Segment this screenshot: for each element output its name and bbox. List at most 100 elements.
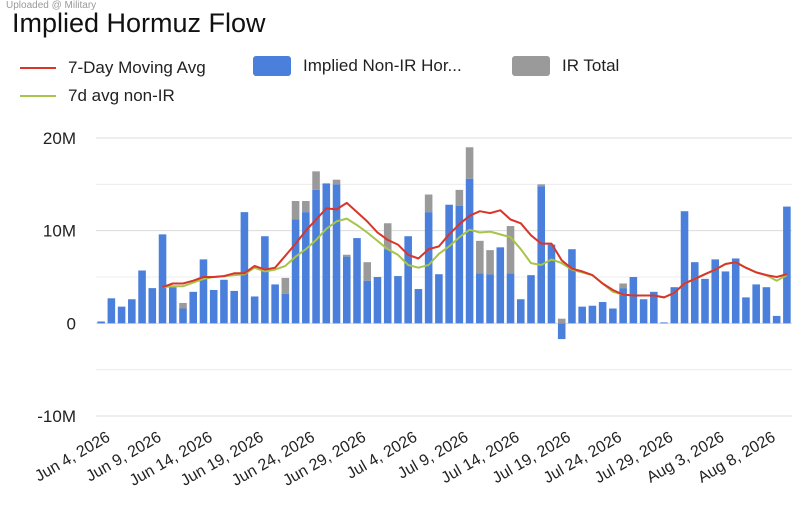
bar-ir-total	[557, 318, 566, 324]
bar-non-ir	[578, 306, 586, 324]
bar-non-ir	[465, 178, 474, 324]
bar-non-ir	[670, 287, 679, 324]
bar-ir-total	[537, 184, 546, 187]
y-tick-label: 10M	[43, 222, 76, 241]
bar-non-ir	[312, 189, 320, 324]
bar-non-ir	[742, 297, 750, 324]
bar-ir-total	[424, 194, 433, 213]
legend-item-moving-avg[interactable]: 7-Day Moving Avg	[20, 58, 206, 78]
bar-non-ir	[547, 244, 556, 324]
bar-ir-total	[506, 226, 515, 274]
bar-non-ir	[557, 323, 566, 340]
bar-non-ir	[537, 186, 546, 324]
bar-non-ir	[271, 284, 279, 324]
bar-non-ir	[455, 205, 464, 324]
bar-non-ir	[660, 322, 668, 324]
bar-non-ir	[414, 289, 423, 324]
legend-swatch-avg-non-ir	[20, 95, 56, 97]
legend: 7-Day Moving Avg Implied Non-IR Hor... I…	[20, 56, 720, 118]
legend-label-avg-non-ir: 7d avg non-IR	[68, 86, 175, 105]
bar-ir-total	[312, 171, 320, 190]
bar-non-ir	[752, 284, 760, 324]
bar-non-ir	[158, 234, 167, 324]
bar-non-ir	[486, 274, 494, 324]
bar-non-ir	[496, 247, 505, 324]
bar-non-ir	[322, 183, 331, 324]
bar-non-ir	[342, 256, 351, 324]
bar-ir-total	[619, 283, 627, 289]
bar-non-ir	[261, 236, 269, 324]
bar-non-ir	[783, 206, 791, 324]
bar-non-ir	[506, 273, 515, 324]
bar-non-ir	[363, 280, 372, 324]
bar-non-ir	[527, 275, 535, 324]
bar-non-ir	[445, 204, 453, 324]
chart-title: Implied Hormuz Flow	[12, 8, 266, 38]
bar-non-ir	[598, 302, 607, 324]
line-7-day-moving-avg	[162, 201, 788, 299]
bar-non-ir	[609, 308, 617, 324]
bar-non-ir	[772, 315, 781, 324]
bar-non-ir	[281, 293, 290, 324]
bar-ir-total	[455, 189, 464, 206]
bar-non-ir	[240, 212, 249, 324]
bar-non-ir	[394, 276, 402, 324]
bar-non-ir	[650, 291, 658, 324]
bar-non-ir	[404, 236, 412, 324]
bar-non-ir	[189, 291, 198, 324]
bar-non-ir	[424, 212, 433, 324]
legend-label-ir-total: IR Total	[562, 56, 620, 75]
bar-non-ir	[762, 287, 771, 324]
y-tick-label: 20M	[43, 129, 76, 148]
bar-ir-total	[291, 201, 300, 220]
bar-non-ir	[629, 277, 638, 324]
bar-non-ir	[230, 290, 238, 324]
bar-non-ir	[588, 305, 597, 324]
bar-ir-total	[363, 262, 372, 281]
legend-item-non-ir[interactable]: Implied Non-IR Hor...	[253, 56, 462, 76]
bar-non-ir	[568, 249, 576, 324]
bar-non-ir	[731, 258, 740, 324]
bar-non-ir	[117, 306, 126, 324]
gridlines: 20M 10M 0 -10M	[37, 129, 792, 426]
bar-non-ir	[332, 184, 341, 324]
legend-swatch-ir-total	[512, 56, 550, 76]
bar-non-ir	[711, 259, 720, 324]
bar-non-ir	[383, 249, 392, 324]
legend-swatch-moving-avg	[20, 67, 56, 69]
bar-non-ir	[138, 270, 146, 324]
bar-non-ir	[721, 271, 730, 324]
bar-non-ir	[353, 238, 361, 324]
bar-ir-total	[342, 254, 351, 257]
watermark: Uploaded @ Military	[6, 0, 97, 11]
bar-ir-total	[332, 179, 341, 185]
bar-non-ir	[291, 219, 300, 324]
y-tick-label: -10M	[37, 407, 76, 426]
bar-ir-total	[486, 250, 494, 275]
bar-non-ir	[209, 289, 218, 324]
bar-non-ir	[97, 321, 105, 324]
bar-ir-total	[179, 302, 187, 309]
y-tick-label: 0	[67, 314, 76, 333]
bar-non-ir	[179, 308, 187, 324]
bar-non-ir	[148, 288, 157, 324]
bar-ir-total	[383, 223, 392, 250]
legend-item-avg-non-ir[interactable]: 7d avg non-IR	[20, 86, 175, 106]
bar-non-ir	[107, 298, 116, 324]
bar-ir-total	[302, 201, 310, 213]
bar-non-ir	[373, 277, 382, 324]
bar-non-ir	[128, 299, 136, 324]
legend-label-moving-avg: 7-Day Moving Avg	[68, 58, 206, 77]
bar-non-ir	[220, 279, 228, 324]
legend-item-ir-total[interactable]: IR Total	[512, 56, 619, 76]
bar-non-ir	[619, 288, 627, 324]
bar-non-ir	[690, 262, 699, 324]
bar-non-ir	[168, 287, 177, 324]
bar-non-ir	[250, 296, 259, 324]
bar-ir-total	[281, 277, 290, 294]
bar-non-ir	[516, 299, 525, 324]
bar-ir-total	[476, 240, 484, 274]
bars-group	[97, 147, 791, 340]
